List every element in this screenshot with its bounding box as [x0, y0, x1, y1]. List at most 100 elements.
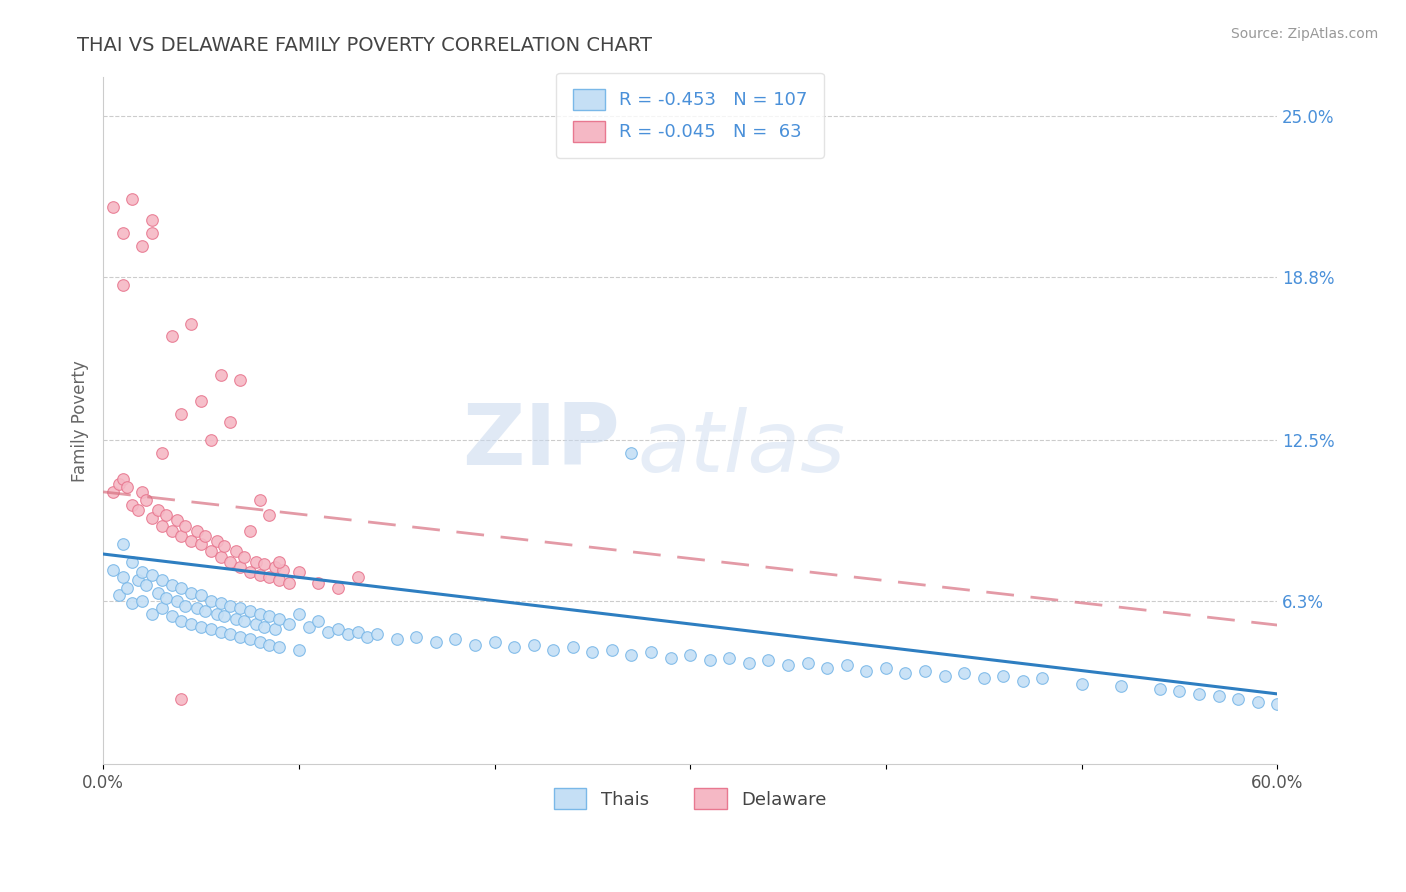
- Point: [796, 656, 818, 670]
- Point: [200, 544, 222, 558]
- Point: [219, 599, 242, 613]
- Point: [561, 640, 583, 655]
- Point: [170, 692, 193, 706]
- Point: [366, 627, 388, 641]
- Point: [225, 544, 247, 558]
- Point: [200, 433, 222, 447]
- Point: [127, 503, 149, 517]
- Point: [121, 555, 143, 569]
- Point: [239, 604, 262, 618]
- Point: [131, 565, 153, 579]
- Point: [259, 609, 281, 624]
- Point: [141, 213, 163, 227]
- Point: [259, 638, 281, 652]
- Point: [640, 645, 662, 659]
- Point: [131, 593, 153, 607]
- Point: [209, 549, 232, 564]
- Point: [264, 560, 287, 574]
- Point: [209, 596, 232, 610]
- Point: [121, 498, 143, 512]
- Point: [180, 534, 202, 549]
- Point: [252, 558, 274, 572]
- Point: [141, 607, 163, 621]
- Point: [1247, 695, 1270, 709]
- Point: [135, 578, 157, 592]
- Point: [186, 524, 208, 538]
- Point: [229, 560, 252, 574]
- Point: [523, 638, 546, 652]
- Point: [249, 635, 271, 649]
- Point: [1265, 698, 1288, 712]
- Point: [326, 622, 349, 636]
- Point: [699, 653, 721, 667]
- Point: [249, 567, 271, 582]
- Point: [155, 508, 177, 523]
- Point: [1188, 687, 1211, 701]
- Point: [150, 518, 173, 533]
- Point: [541, 643, 564, 657]
- Point: [620, 648, 643, 662]
- Point: [180, 586, 202, 600]
- Text: THAI VS DELAWARE FAMILY POVERTY CORRELATION CHART: THAI VS DELAWARE FAMILY POVERTY CORRELAT…: [77, 36, 652, 54]
- Point: [444, 632, 467, 647]
- Point: [115, 480, 138, 494]
- Point: [205, 607, 228, 621]
- Point: [738, 656, 761, 670]
- Point: [170, 529, 193, 543]
- Point: [245, 617, 267, 632]
- Point: [229, 630, 252, 644]
- Point: [180, 617, 202, 632]
- Point: [581, 645, 603, 659]
- Point: [214, 609, 236, 624]
- Point: [278, 575, 301, 590]
- Point: [111, 472, 134, 486]
- Point: [307, 575, 329, 590]
- Point: [190, 619, 212, 633]
- Point: [679, 648, 702, 662]
- Point: [288, 607, 311, 621]
- Point: [205, 534, 228, 549]
- Point: [160, 578, 183, 592]
- Point: [190, 394, 212, 409]
- Point: [1208, 690, 1230, 704]
- Point: [271, 563, 294, 577]
- Point: [146, 503, 169, 517]
- Point: [229, 374, 252, 388]
- Point: [111, 570, 134, 584]
- Point: [233, 549, 256, 564]
- Point: [155, 591, 177, 605]
- Point: [503, 640, 526, 655]
- Point: [121, 596, 143, 610]
- Point: [659, 650, 682, 665]
- Point: [111, 536, 134, 550]
- Point: [150, 573, 173, 587]
- Point: [385, 632, 408, 647]
- Point: [973, 671, 995, 685]
- Point: [166, 513, 188, 527]
- Point: [225, 612, 247, 626]
- Point: [425, 635, 447, 649]
- Point: [101, 563, 124, 577]
- Point: [170, 615, 193, 629]
- Point: [194, 529, 217, 543]
- Point: [718, 650, 741, 665]
- Point: [259, 508, 281, 523]
- Point: [160, 609, 183, 624]
- Point: [219, 555, 242, 569]
- Point: [366, 57, 388, 71]
- Point: [1109, 679, 1132, 693]
- Point: [111, 277, 134, 292]
- Point: [326, 581, 349, 595]
- Point: [186, 601, 208, 615]
- Legend: Thais, Delaware: Thais, Delaware: [540, 773, 841, 823]
- Point: [141, 226, 163, 240]
- Point: [214, 539, 236, 553]
- Point: [815, 661, 838, 675]
- Point: [174, 599, 197, 613]
- Point: [229, 601, 252, 615]
- Point: [600, 643, 623, 657]
- Point: [758, 653, 780, 667]
- Point: [219, 627, 242, 641]
- Point: [1227, 692, 1250, 706]
- Point: [180, 317, 202, 331]
